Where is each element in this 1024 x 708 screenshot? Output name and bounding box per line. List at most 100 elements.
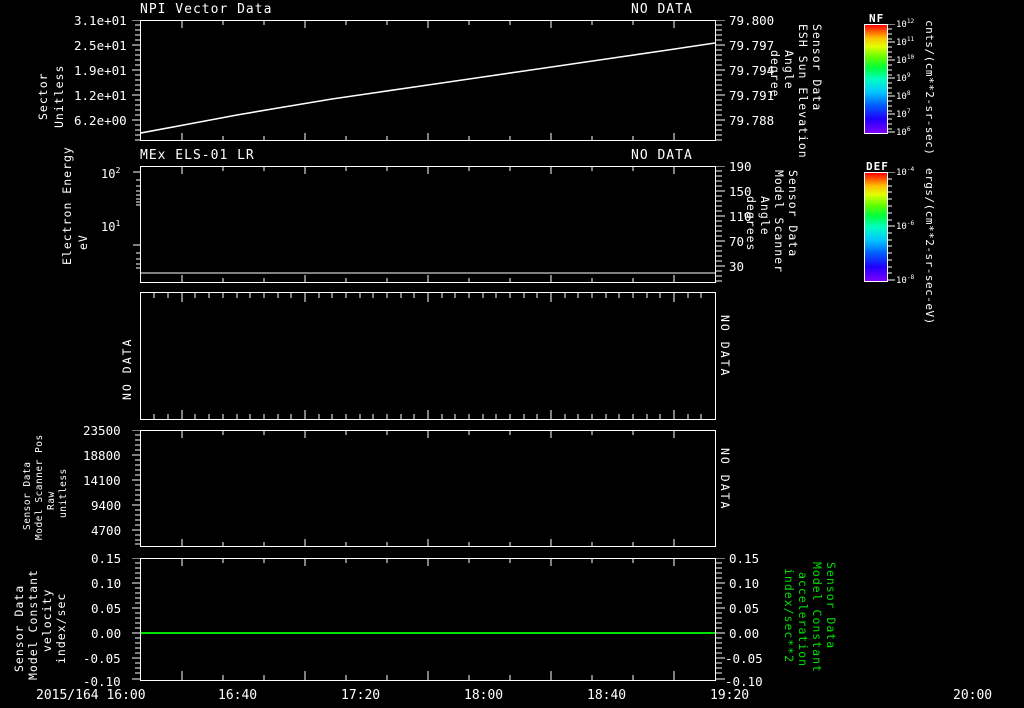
colorbar-nf-tick-0: 1012: [896, 18, 915, 30]
panel-npi-right-axis-label-0: Sensor Data: [810, 24, 824, 112]
panel-nodata-plot: [153, 293, 702, 419]
panel-npi-left-tick-0: 3.1e+01: [74, 13, 127, 28]
time-axis-tick-5: 19:20: [710, 688, 750, 703]
panel-velocity-right-tick-3: 0.00: [729, 626, 760, 641]
colorbar-def-gradient: [865, 173, 887, 281]
panel-velocity-frame: [140, 558, 716, 681]
panel-els-right-axis-label-2: Angle: [758, 196, 772, 236]
time-axis-start: 2015/164 16:00: [36, 688, 146, 703]
panel-nodata-left-label: NO DATA: [120, 337, 134, 400]
panel-els-title-right: NO DATA: [631, 148, 693, 163]
npi-data-line: [141, 42, 715, 134]
panel-scanner-pos-axis-label-2: Raw: [46, 491, 57, 510]
panel-velocity-right-tickrail: [716, 558, 725, 681]
panel-els-right-axis-label-0: Sensor Data: [786, 170, 800, 258]
panel-els-right-tick-1: 150: [729, 184, 752, 199]
colorbar-nf-title: NF: [869, 12, 885, 25]
panel-els-left-axis-label-1: eV: [76, 234, 90, 250]
panel-npi-right-tick-2: 79.794: [729, 63, 775, 78]
time-axis-tick-1: 16:40: [218, 688, 258, 703]
panel-velocity-right-axis-label-2: acceleration: [796, 572, 810, 668]
panel-velocity-left-tick-4: -0.05: [83, 651, 121, 666]
panel-velocity-left-tick-0: 0.15: [91, 551, 122, 566]
panel-scanner-pos-tick-0: 23500: [83, 423, 121, 438]
panel-velocity-plot: [141, 559, 715, 680]
time-axis-tick-end: 20:00: [953, 688, 993, 703]
panel-els-left-tick-0: 102: [101, 165, 121, 181]
panel-els-frame: [140, 166, 716, 283]
time-axis-tick-3: 18:00: [464, 688, 504, 703]
panel-scanner-pos-tick-3: 9400: [91, 498, 122, 513]
panel-velocity-right-tick-1: 0.10: [729, 576, 760, 591]
colorbar-nf-tick-4: 108: [896, 90, 911, 102]
panel-npi-title-right: NO DATA: [631, 2, 693, 17]
panel-scanner-pos-axis-label-3: unitless: [58, 468, 69, 518]
panel-els-right-tick-4: 30: [729, 259, 745, 274]
panel-nodata-right-label: NO DATA: [718, 315, 732, 378]
panel-scanner-pos-frame: [140, 430, 716, 547]
panel-els-right-axis-label-1: Model Scanner: [772, 170, 786, 274]
panel-scanner-pos-right-label: NO DATA: [718, 448, 732, 511]
panel-els-right-tick-0: 190: [729, 159, 752, 174]
colorbar-nf-unit: cnts/(cm**2-sr-sec): [923, 20, 936, 156]
panel-els-left-tick-1: 101: [101, 218, 121, 234]
panel-els-left-tickrail: [133, 166, 141, 283]
panel-els-right-tickrail: [716, 166, 725, 283]
panel-npi-left-tick-4: 6.2e+00: [74, 113, 127, 128]
panel-velocity-right-axis-label-0: Sensor Data: [824, 562, 838, 650]
panel-velocity-right-tick-2: 0.05: [729, 601, 760, 616]
panel-npi-right-axis-label-3: degree: [768, 50, 782, 98]
panel-velocity-left-tick-1: 0.10: [91, 576, 122, 591]
colorbar-def-tick-2: 10-8: [896, 274, 915, 286]
colorbar-def-tick-1: 10-6: [896, 220, 915, 232]
panel-scanner-pos-plot: [181, 431, 675, 546]
panel-scanner-pos-tick-1: 18800: [83, 448, 121, 463]
panel-els-title-left: MEx ELS-01 LR: [140, 148, 255, 163]
panel-velocity-right-tick-4: -0.05: [725, 651, 763, 666]
panel-npi-title-left: NPI Vector Data: [140, 2, 273, 17]
panel-velocity-right-axis-label-3: index/sec**2: [782, 568, 796, 664]
colorbar-nf-tick-3: 109: [896, 72, 911, 84]
panel-velocity-left-axis-label-1: Model Constant: [26, 569, 40, 680]
panel-npi-left-tick-3: 1.2e+01: [74, 88, 127, 103]
colorbar-nf-gradient: [865, 25, 887, 133]
panel-velocity-right-tick-5: -0.10: [725, 674, 763, 689]
panel-npi-right-tickrail: [716, 20, 725, 141]
colorbar-def-unit: ergs/(cm**2-sr-sec-eV): [923, 168, 936, 325]
panel-npi-right-axis-label-2: Angle: [782, 50, 796, 90]
colorbar-nf-box: [864, 24, 888, 134]
panel-npi-right-axis-label-1: ESH Sun Elevation: [796, 24, 810, 159]
colorbar-nf-tick-1: 1011: [896, 36, 915, 48]
colorbar-nf-tick-5: 107: [896, 108, 911, 120]
colorbar-nf-tick-2: 1010: [896, 54, 915, 66]
panel-scanner-pos-axis-label-1: Model Scanner Pos: [34, 434, 45, 540]
panel-els-right-tick-2: 110: [729, 209, 752, 224]
panel-els-plot: [141, 167, 715, 282]
time-axis-tick-4: 18:40: [587, 688, 627, 703]
colorbar-def-tick-0: 10-4: [896, 166, 915, 178]
panel-npi-left-tick-2: 1.9e+01: [74, 63, 127, 78]
panel-npi-plot: [141, 21, 715, 140]
panel-velocity-right-tick-0: 0.15: [729, 551, 760, 566]
panel-els-right-tick-3: 70: [729, 234, 745, 249]
colorbar-nf-tickrail: [888, 24, 895, 134]
panel-velocity-right-axis-label-1: Model Constant: [810, 562, 824, 673]
panel-velocity-left-tickrail: [132, 558, 141, 681]
panel-els-right-axis-label-3: degrees: [744, 196, 758, 252]
panel-scanner-pos-tick-2: 14100: [83, 473, 121, 488]
panel-velocity-left-tick-3: 0.00: [91, 626, 122, 641]
panel-scanner-pos-left-tickrail: [132, 430, 141, 547]
panel-velocity-left-axis-label-3: index/sec: [54, 592, 68, 664]
colorbar-def-tickrail: [888, 172, 895, 282]
colorbar-def-box: [864, 172, 888, 282]
panel-npi-right-tick-0: 79.800: [729, 13, 775, 28]
panel-npi-left-axis-label-0: Sector: [36, 72, 50, 120]
panel-velocity-left-axis-label-0: Sensor Data: [12, 584, 26, 672]
panel-npi-right-tick-4: 79.788: [729, 113, 775, 128]
panel-els-left-axis-label-0: Electron Energy: [60, 146, 74, 265]
panel-npi-frame: [140, 20, 716, 141]
panel-velocity-left-axis-label-2: velocity: [40, 588, 54, 652]
panel-npi-left-axis-label-1: Unitless: [52, 64, 66, 128]
colorbar-def-title: DEF: [866, 160, 889, 173]
panel-nodata-frame: [140, 292, 716, 420]
